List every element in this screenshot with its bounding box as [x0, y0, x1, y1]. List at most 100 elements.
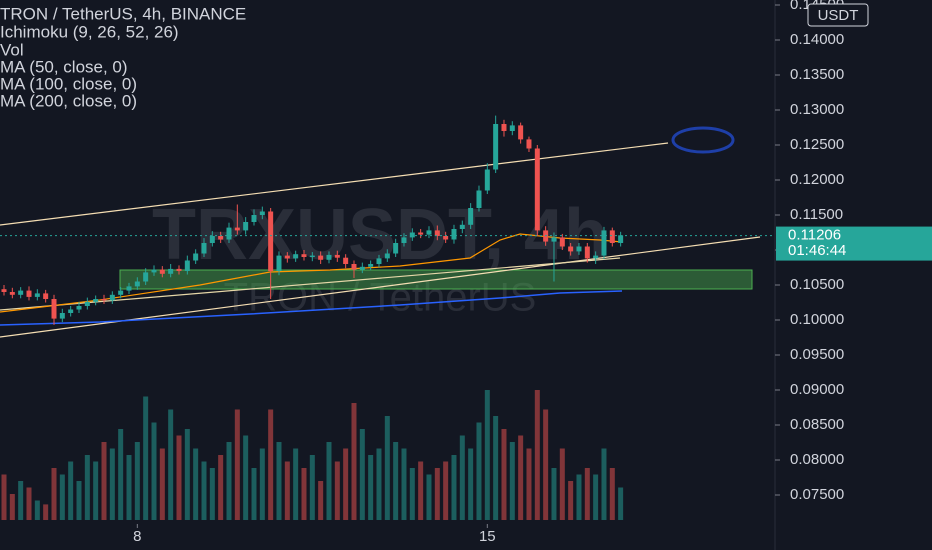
candle-body: [426, 230, 432, 235]
y-tick-label: 0.12000: [790, 171, 844, 188]
candle-body: [468, 207, 474, 225]
legend-indicator: MA (100, close, 0): [0, 74, 137, 93]
volume-bar: [443, 461, 449, 520]
candle-body: [118, 290, 124, 295]
candle-body: [451, 228, 457, 240]
countdown: 01:46:44: [788, 242, 846, 259]
candle-body: [601, 230, 607, 256]
candle-body: [201, 242, 207, 254]
candle-body: [443, 235, 449, 240]
candle-body: [568, 246, 574, 252]
ma-100: [0, 290, 623, 326]
volume-bar: [184, 429, 190, 520]
volume-bar: [409, 468, 415, 520]
volume-bar: [134, 442, 140, 520]
volume-bar: [576, 474, 582, 520]
volume-bar: [501, 429, 507, 520]
volume-bar: [118, 429, 124, 520]
candle-body: [284, 255, 290, 259]
volume-bar: [568, 481, 574, 520]
y-tick-label: 0.12500: [790, 136, 844, 153]
candle-body: [551, 237, 557, 242]
volume-bar: [76, 481, 82, 520]
volume-bar: [468, 448, 474, 520]
candle-body: [401, 237, 407, 243]
legend-indicator: MA (50, close, 0): [0, 57, 128, 76]
volume-bar: [259, 448, 265, 520]
candle-body: [26, 290, 32, 297]
volume-bar: [101, 442, 107, 520]
candle-body: [168, 268, 174, 274]
volume-bar: [268, 409, 274, 520]
candle-body: [9, 291, 15, 295]
volume-bar: [526, 448, 532, 520]
candle-body: [559, 237, 565, 247]
volume-bar: [584, 468, 590, 520]
channel-upper: [0, 142, 669, 226]
volume-bar: [401, 448, 407, 520]
volume-bar: [168, 409, 174, 520]
legend-indicator: Ichimoku (9, 26, 52, 26): [0, 22, 179, 41]
volume-bar: [476, 422, 482, 520]
candle-body: [184, 260, 190, 271]
y-tick-label: 0.10000: [790, 311, 844, 328]
volume-bar: [193, 448, 199, 520]
volume-bar: [418, 461, 424, 520]
volume-bar: [368, 455, 374, 520]
candle-body: [243, 221, 249, 231]
candle-body: [576, 246, 582, 252]
volume-bar: [309, 455, 315, 520]
candle-body: [309, 255, 315, 257]
currency: USDT: [818, 7, 859, 24]
candle-body: [509, 125, 515, 131]
volume-bar: [126, 455, 132, 520]
volume-bar: [534, 390, 540, 520]
last-price: 0.11206: [788, 227, 841, 244]
candle-body: [159, 269, 165, 274]
legend-indicator: Vol: [0, 40, 24, 59]
candle-body: [301, 254, 307, 257]
volume-bar: [26, 487, 32, 520]
candle-body: [484, 169, 490, 191]
volume-bar: [276, 442, 282, 520]
legend-indicator: MA (200, close, 0): [0, 91, 137, 110]
candle-body: [334, 254, 340, 258]
candle-body: [259, 211, 265, 215]
volume-bar: [109, 448, 115, 520]
x-tick-label: 15: [479, 528, 496, 545]
volume-bar: [209, 468, 215, 520]
volume-bar: [226, 442, 232, 520]
volume-bar: [593, 474, 599, 520]
candle-body: [151, 269, 157, 273]
volume-bar: [459, 435, 465, 520]
volume-bar: [251, 468, 257, 520]
y-tick-label: 0.07500: [790, 486, 844, 503]
candle-body: [234, 227, 240, 231]
candle-body: [409, 232, 415, 238]
candle-body: [384, 253, 390, 259]
volume-bar: [451, 455, 457, 520]
candle-body: [109, 294, 115, 301]
candle-body: [268, 211, 274, 271]
candle-body: [593, 255, 599, 259]
y-tick-label: 0.08000: [790, 451, 844, 468]
volume-bar: [543, 409, 549, 520]
candle-body: [134, 281, 140, 287]
candle-body: [218, 235, 224, 240]
candles-layer: [1, 115, 624, 325]
candle-body: [326, 254, 332, 260]
candle-body: [59, 312, 65, 319]
volume-bar: [18, 481, 24, 520]
volume-bar: [493, 416, 499, 520]
volume-bar: [384, 416, 390, 520]
y-tick-label: 0.13500: [790, 66, 844, 83]
candle-body: [68, 309, 74, 313]
volume-bar: [159, 448, 165, 520]
candle-body: [434, 230, 440, 236]
candle-body: [318, 255, 324, 260]
volume-bar: [243, 435, 249, 520]
candle-body: [34, 293, 40, 297]
candle-body: [84, 301, 90, 306]
volume-bar: [218, 455, 224, 520]
volume-bar: [293, 448, 299, 520]
